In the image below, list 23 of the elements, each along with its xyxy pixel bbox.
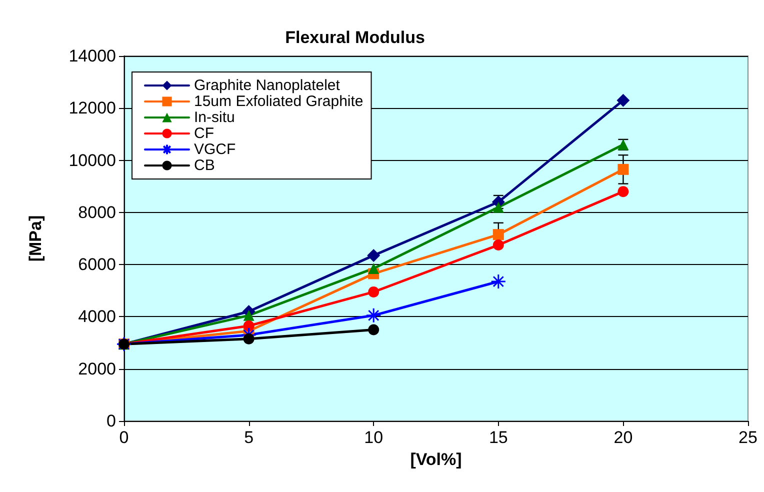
y-tick-label: 4000 [78, 307, 116, 326]
chart-title: Flexural Modulus [285, 28, 425, 47]
y-tick-label: 12000 [68, 98, 116, 118]
x-axis-title: [Vol%] [410, 450, 462, 469]
legend-label: CB [194, 157, 215, 174]
y-tick-label: 10000 [68, 150, 116, 170]
y-tick-label: 0 [106, 412, 116, 430]
x-tick-label: 5 [244, 428, 254, 447]
y-tick-label: 8000 [78, 202, 116, 222]
legend-label: In-situ [194, 109, 235, 126]
x-tick-label: 25 [738, 428, 758, 447]
legend-label: VGCF [194, 141, 236, 158]
y-tick-label: 6000 [78, 255, 116, 274]
y-tick-label: 14000 [68, 46, 116, 66]
x-tick-label: 20 [614, 428, 633, 447]
y-tick-label: 2000 [78, 359, 116, 378]
x-tick-label: 0 [119, 428, 129, 447]
legend-label: CF [194, 125, 214, 142]
legend-label: 15um Exfoliated Graphite [194, 93, 364, 110]
legend-label: Graphite Nanoplatelet [194, 77, 341, 94]
x-tick-label: 15 [488, 428, 508, 447]
y-axis-title: [MPa] [26, 215, 45, 262]
x-tick-label: 10 [364, 428, 384, 447]
